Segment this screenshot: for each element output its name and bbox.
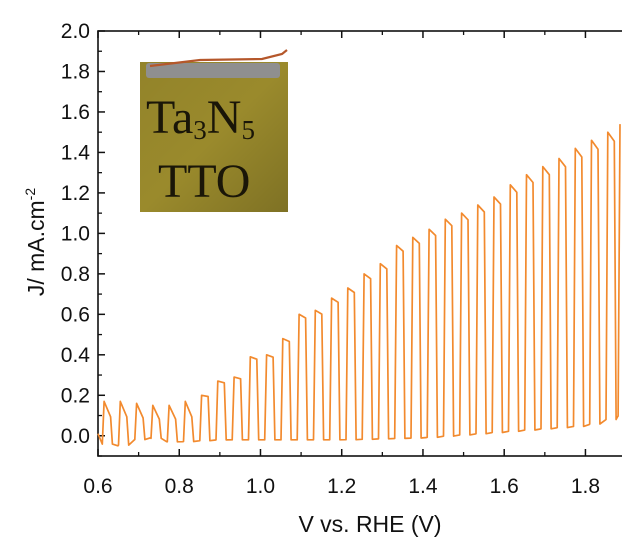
- y-tick-label: 0.8: [61, 263, 90, 286]
- y-tick-label: 0.4: [61, 344, 91, 367]
- x-axis-title: V vs. RHE (V): [298, 511, 441, 537]
- x-tick-label: 1.2: [327, 475, 356, 498]
- series-line-photocurrent: [97, 124, 621, 447]
- x-tick-label: 1.6: [490, 475, 519, 498]
- inset-photo: Ta3N5 TTO: [139, 42, 290, 212]
- y-axis-title: J/ mA.cm-2: [22, 188, 49, 297]
- inset-label-formula: Ta3N5: [146, 91, 255, 145]
- x-tick-label: 0.6: [83, 475, 112, 498]
- y-tick-label: 2.0: [61, 20, 90, 43]
- x-tick-label: 1.0: [246, 475, 275, 498]
- y-tick-label: 1.6: [61, 101, 90, 124]
- y-tick-label: 1.0: [61, 222, 90, 245]
- y-tick-label: 1.2: [61, 182, 90, 205]
- y-tick-label: 0.2: [61, 384, 90, 407]
- x-tick-label: 1.4: [408, 475, 438, 498]
- x-axis: 0.6 0.8 1.0 1.2 1.4 1.6 1.8: [83, 31, 600, 498]
- x-tick-label: 0.8: [165, 475, 194, 498]
- plot-frame: [97, 30, 622, 457]
- inset-wire: [149, 49, 288, 68]
- y-tick-label: 0.0: [61, 425, 90, 448]
- y-tick-label: 0.6: [61, 303, 90, 326]
- series-layer: [97, 124, 621, 447]
- inset-label-substrate: TTO: [158, 155, 250, 208]
- inset-contact-strip: [146, 63, 280, 78]
- plot-border: [97, 30, 622, 457]
- x-tick-label: 1.8: [571, 475, 600, 498]
- y-tick-label: 1.4: [61, 141, 91, 164]
- inset-film-shading: [140, 62, 288, 212]
- y-axis: 0.0 0.2 0.4 0.6 0.8 1.0 1.2 1.4 1.6 1.8 2.0: [61, 20, 105, 457]
- y-tick-label: 1.8: [61, 60, 90, 83]
